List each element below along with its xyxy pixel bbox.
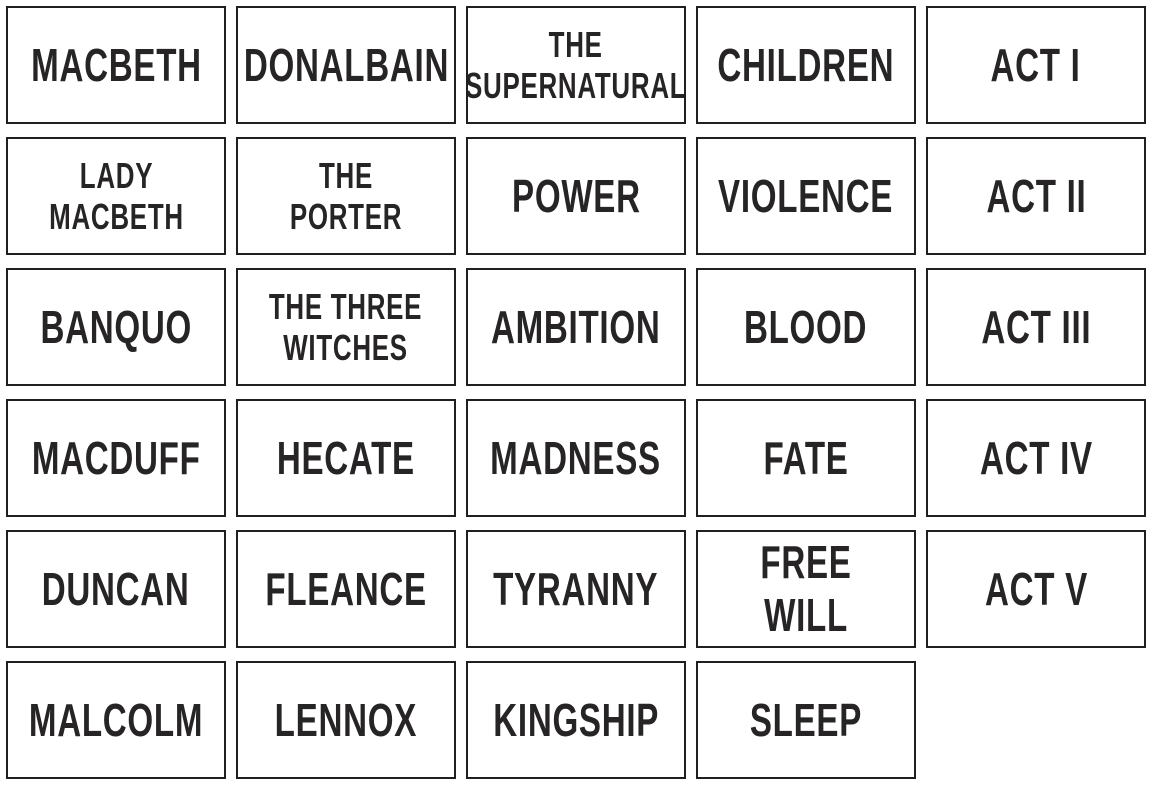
- card[interactable]: FATE: [696, 399, 916, 517]
- card-label: FATE: [763, 431, 849, 484]
- card[interactable]: THE THREE WITCHES: [236, 268, 456, 386]
- card[interactable]: MADNESS: [466, 399, 686, 517]
- card[interactable]: VIOLENCE: [696, 137, 916, 255]
- card-label: FREE WILL: [760, 536, 852, 641]
- card-label: KINGSHIP: [493, 693, 659, 746]
- card-label: SLEEP: [749, 693, 863, 746]
- card-label: ACT V: [984, 562, 1088, 615]
- card-label: MALCOLM: [28, 693, 204, 746]
- card[interactable]: BANQUO: [6, 268, 226, 386]
- card-label: THE SUPERNATURAL: [466, 23, 686, 106]
- card[interactable]: MACBETH: [6, 6, 226, 124]
- card-label: THE PORTER: [289, 154, 403, 237]
- card[interactable]: DONALBAIN: [236, 6, 456, 124]
- card-label: MADNESS: [490, 431, 662, 484]
- card-label: AMBITION: [491, 300, 661, 353]
- card-label: ACT I: [990, 38, 1082, 91]
- card[interactable]: DUNCAN: [6, 530, 226, 648]
- card-label: ACT II: [985, 169, 1086, 222]
- card-label: VIOLENCE: [718, 169, 894, 222]
- card-label: POWER: [511, 169, 641, 222]
- card-label: CHILDREN: [717, 38, 895, 91]
- card[interactable]: LENNOX: [236, 661, 456, 779]
- card[interactable]: KINGSHIP: [466, 661, 686, 779]
- card-label: DONALBAIN: [243, 38, 449, 91]
- card-label: BLOOD: [744, 300, 868, 353]
- card-label: THE THREE WITCHES: [269, 285, 423, 368]
- card[interactable]: ACT IV: [926, 399, 1146, 517]
- card[interactable]: FREE WILL: [696, 530, 916, 648]
- card[interactable]: CHILDREN: [696, 6, 916, 124]
- card-label: MACBETH: [30, 38, 202, 91]
- card[interactable]: THE PORTER: [236, 137, 456, 255]
- card-label: LADY MACBETH: [48, 154, 184, 237]
- card[interactable]: ACT I: [926, 6, 1146, 124]
- card-label: DUNCAN: [42, 562, 190, 615]
- card-label: MACDUFF: [31, 431, 201, 484]
- card[interactable]: POWER: [466, 137, 686, 255]
- card[interactable]: LADY MACBETH: [6, 137, 226, 255]
- card-label: ACT IV: [979, 431, 1093, 484]
- card[interactable]: MACDUFF: [6, 399, 226, 517]
- card-label: TYRANNY: [493, 562, 659, 615]
- card[interactable]: TYRANNY: [466, 530, 686, 648]
- card[interactable]: AMBITION: [466, 268, 686, 386]
- card[interactable]: ACT V: [926, 530, 1146, 648]
- card[interactable]: ACT II: [926, 137, 1146, 255]
- card[interactable]: BLOOD: [696, 268, 916, 386]
- card[interactable]: THE SUPERNATURAL: [466, 6, 686, 124]
- card-label: FLEANCE: [265, 562, 427, 615]
- card[interactable]: FLEANCE: [236, 530, 456, 648]
- card-label: LENNOX: [274, 693, 418, 746]
- card[interactable]: SLEEP: [696, 661, 916, 779]
- card-label: BANQUO: [40, 300, 192, 353]
- card[interactable]: MALCOLM: [6, 661, 226, 779]
- card[interactable]: ACT III: [926, 268, 1146, 386]
- card-label: ACT III: [981, 300, 1091, 353]
- card-label: HECATE: [276, 431, 416, 484]
- card[interactable]: HECATE: [236, 399, 456, 517]
